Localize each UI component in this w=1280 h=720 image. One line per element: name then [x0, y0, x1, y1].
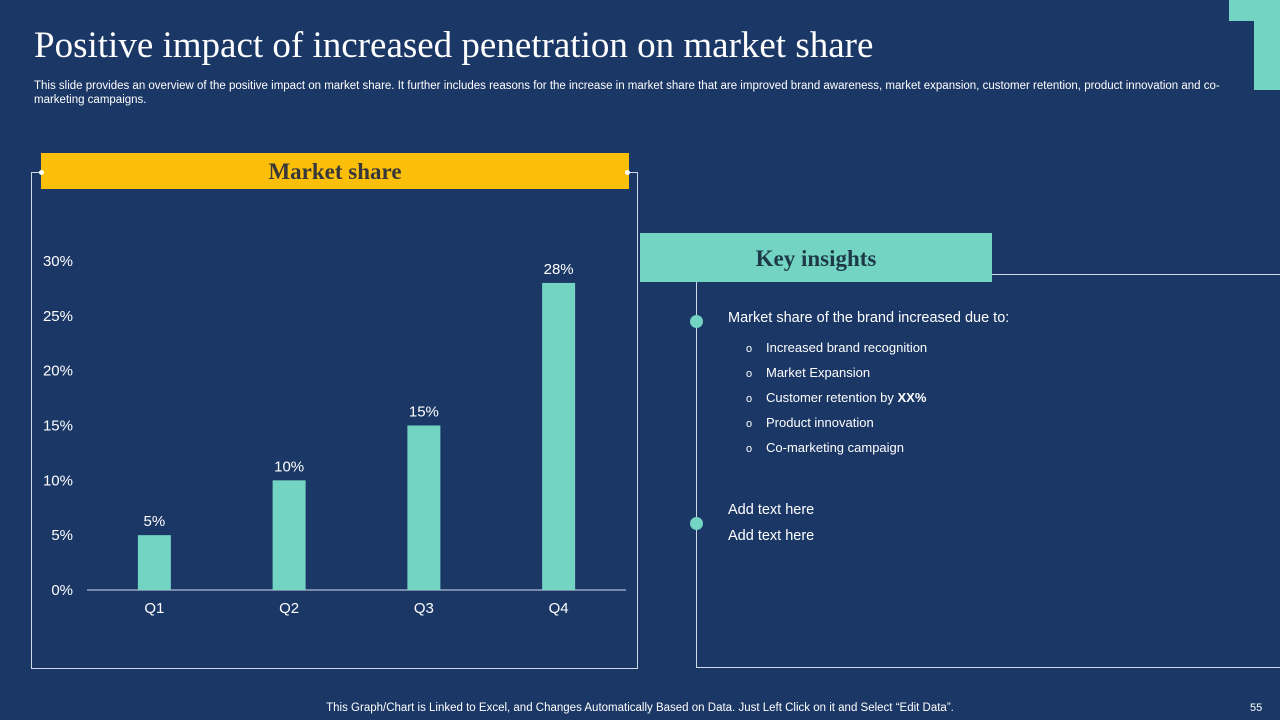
- insight-list: o Increased brand recognition o Market Exp…: [746, 336, 927, 461]
- circle-bullet-icon: o: [746, 343, 753, 355]
- x-tick-label: Q3: [414, 600, 434, 617]
- y-tick-label: 25%: [43, 308, 73, 325]
- insight-item: o Market Expansion: [746, 361, 927, 386]
- page-number: 55: [1250, 702, 1263, 714]
- bar[interactable]: [407, 425, 441, 591]
- insight-item: o Customer retention by XX%: [746, 386, 927, 411]
- insights-frame: [696, 274, 1280, 668]
- insight-lead: Market share of the brand increased due …: [728, 310, 1010, 326]
- bar[interactable]: [542, 282, 576, 590]
- selection-handle[interactable]: [625, 170, 630, 175]
- x-tick-label: Q1: [144, 600, 164, 617]
- data-label: 10%: [274, 458, 304, 475]
- market-share-chart[interactable]: 0% 5% 10% 15% 20% 25% 30% 5% Q1 10% Q2 15% Q3 28% Q4: [0, 0, 640, 680]
- x-tick-label: Q2: [279, 600, 299, 617]
- slide-subtitle: This slide provides an overview of the p…: [34, 80, 1220, 106]
- y-tick-label: 20%: [43, 363, 73, 380]
- slide-title: Positive impact of increased penetration…: [34, 25, 874, 66]
- chart-title-banner: Market share: [41, 153, 629, 189]
- y-tick-label: 10%: [43, 472, 73, 489]
- corner-decoration-bar: [1254, 0, 1280, 90]
- placeholder-text[interactable]: Add text here: [728, 528, 815, 544]
- y-tick-label: 15%: [43, 418, 73, 435]
- circle-bullet-icon: o: [746, 368, 753, 380]
- timeline-dot: [690, 517, 703, 530]
- circle-bullet-icon: o: [746, 418, 753, 430]
- x-tick-label: Q4: [549, 600, 569, 617]
- placeholder-text[interactable]: Add text here: [728, 502, 815, 518]
- selection-handle[interactable]: [39, 170, 44, 175]
- circle-bullet-icon: o: [746, 443, 753, 455]
- bar[interactable]: [272, 480, 306, 590]
- data-label: 28%: [544, 261, 574, 278]
- data-label: 15%: [409, 404, 439, 421]
- data-label: 5%: [144, 513, 166, 530]
- footer-note: This Graph/Chart is Linked to Excel, and…: [326, 702, 954, 714]
- bar[interactable]: [137, 535, 171, 590]
- y-tick-label: 0%: [51, 582, 73, 599]
- timeline-dot: [690, 315, 703, 328]
- insight-item: o Product innovation: [746, 411, 927, 436]
- y-tick-label: 30%: [43, 253, 73, 270]
- insight-item: o Co-marketing campaign: [746, 436, 927, 461]
- insight-item: o Increased brand recognition: [746, 336, 927, 361]
- key-insights-banner: Key insights: [640, 233, 992, 282]
- circle-bullet-icon: o: [746, 393, 753, 405]
- y-tick-label: 5%: [51, 527, 73, 544]
